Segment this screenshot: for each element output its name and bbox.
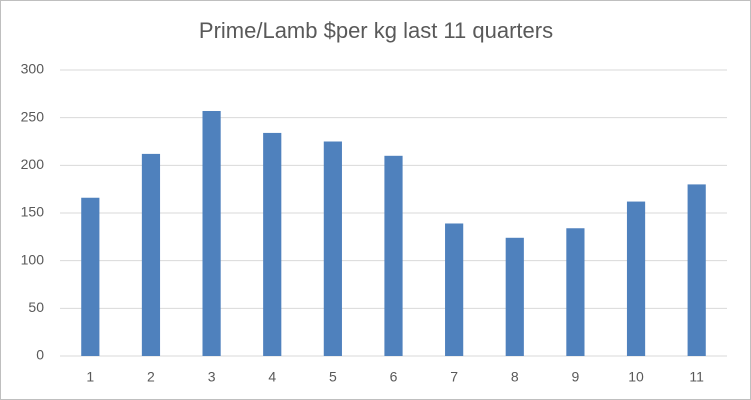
y-tick-label: 150	[21, 204, 45, 220]
bar	[202, 110, 221, 356]
x-tick-label: 6	[390, 369, 398, 385]
x-tick-label: 2	[147, 369, 155, 385]
bar	[687, 184, 706, 356]
x-tick-label: 9	[572, 369, 580, 385]
bar	[384, 155, 403, 356]
bar	[81, 197, 100, 356]
chart-title: Prime/Lamb $per kg last 11 quarters	[199, 18, 553, 43]
x-tick-label: 4	[268, 369, 276, 385]
y-tick-label: 0	[36, 347, 44, 363]
x-tick-label: 10	[628, 369, 644, 385]
y-tick-label: 200	[21, 156, 45, 172]
bar	[263, 132, 282, 356]
y-tick-label: 250	[21, 108, 45, 124]
x-tick-label: 5	[329, 369, 337, 385]
x-tick-label: 1	[86, 369, 94, 385]
bar	[323, 141, 342, 356]
y-tick-label: 100	[21, 251, 45, 267]
bar	[141, 153, 161, 356]
x-tick-label: 7	[450, 369, 458, 385]
x-tick-label: 8	[511, 369, 519, 385]
y-tick-label: 300	[21, 61, 45, 77]
bar	[445, 223, 464, 356]
x-tick-label: 3	[208, 369, 216, 385]
bar	[505, 237, 524, 356]
y-tick-label: 50	[28, 299, 44, 315]
bar	[566, 228, 585, 356]
x-tick-label: 11	[689, 369, 704, 385]
bar	[626, 201, 646, 356]
